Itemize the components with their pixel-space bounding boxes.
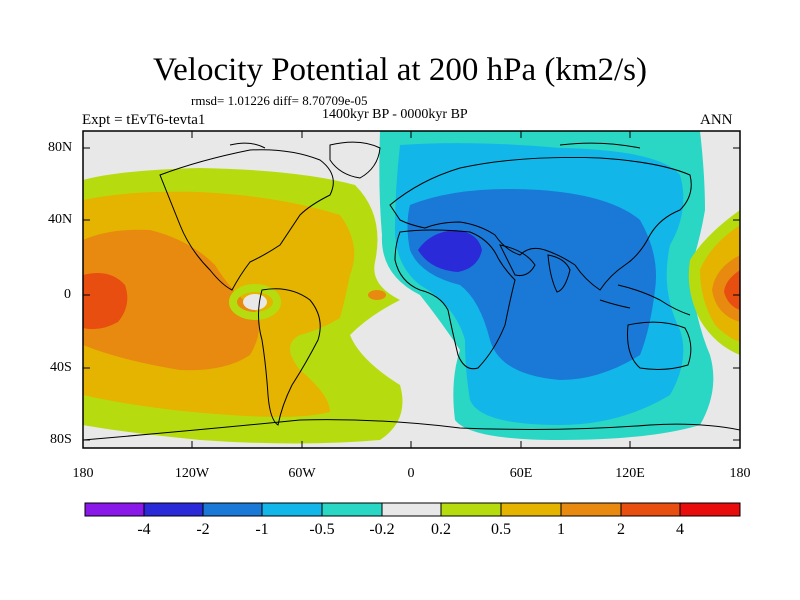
lon-label-0: 0 <box>407 466 415 481</box>
colorbar-swatch-0 <box>84 502 145 517</box>
colorbar-swatch-1 <box>143 502 204 517</box>
colorbar <box>84 502 741 517</box>
lat-label-0: 0 <box>64 287 71 302</box>
yellowgreen-ring <box>229 284 281 320</box>
colorbar-label: 0.5 <box>491 521 511 538</box>
orange-spot <box>368 290 386 300</box>
colorbar-label: -1 <box>255 521 269 538</box>
colorbar-label: 1 <box>557 521 565 538</box>
positive-core <box>83 272 128 330</box>
lon-label-180e: 180 <box>729 466 751 481</box>
colorbar-swatch-3 <box>261 502 323 517</box>
lon-label-180w: 180 <box>72 466 94 481</box>
season-label: ANN <box>700 112 733 128</box>
positive-lobe-east-core <box>724 270 740 310</box>
colorbar-swatch-5 <box>381 502 442 517</box>
colorbar-swatch-9 <box>620 502 681 517</box>
colorbar-label: 0.2 <box>431 521 451 538</box>
negative-core <box>418 230 482 272</box>
lon-label-120w: 120W <box>174 466 210 481</box>
colorbar-swatch-8 <box>560 502 622 517</box>
colorbar-label: 2 <box>617 521 625 538</box>
plot-subtitle: 1400kyr BP - 0000kyr BP <box>322 107 468 122</box>
colorbar-label: -0.5 <box>309 521 335 538</box>
colorbar-swatch-10 <box>679 502 741 517</box>
lat-label-80n: 80N <box>48 140 73 155</box>
lon-label-60e: 60E <box>509 466 533 481</box>
colorbar-label: -2 <box>196 521 210 538</box>
lat-label-40s: 40S <box>50 360 72 375</box>
colorbar-label: -4 <box>137 521 151 538</box>
colorbar-swatch-2 <box>202 502 263 517</box>
lat-ticks <box>83 147 740 441</box>
lon-label-60w: 60W <box>288 466 316 481</box>
colorbar-swatch-6 <box>440 502 502 517</box>
lat-label-80s: 80S <box>50 432 72 447</box>
colorbar-swatch-4 <box>321 502 383 517</box>
lon-label-120e: 120E <box>615 466 645 481</box>
colorbar-label: 4 <box>676 521 684 538</box>
colorbar-swatch-7 <box>500 502 562 517</box>
lat-label-40n: 40N <box>48 212 73 227</box>
colorbar-label: -0.2 <box>369 521 395 538</box>
coastlines <box>83 141 740 441</box>
plot-title: Velocity Potential at 200 hPa (km2/s) <box>152 52 648 88</box>
lon-ticks <box>191 131 631 448</box>
stats-text: rmsd= 1.01226 diff= 8.70709e-05 <box>191 93 368 108</box>
contour-field <box>83 131 740 448</box>
experiment-label: Expt = tEvT6-tevta1 <box>82 112 206 128</box>
positive-lobe-orange <box>83 229 259 371</box>
neutral-patch <box>243 294 267 310</box>
